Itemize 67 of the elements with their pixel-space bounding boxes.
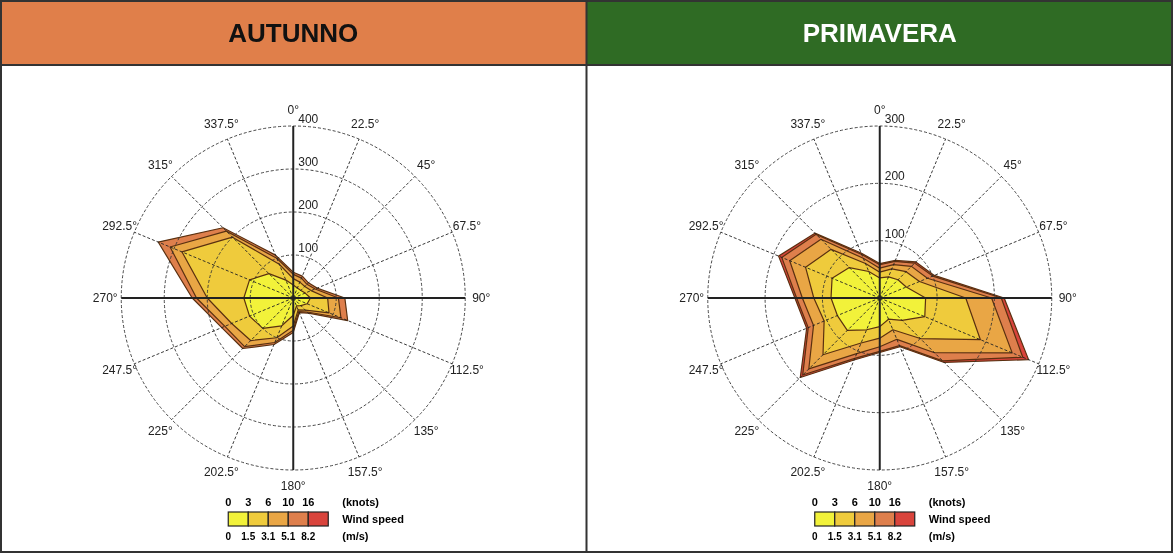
- spoke-label: 315°: [147, 158, 173, 173]
- text: Wind speed: [342, 513, 404, 525]
- spoke-label: 337.5°: [203, 117, 239, 132]
- spoke-label: 135°: [413, 423, 439, 438]
- text: (knots): [928, 496, 966, 508]
- text: 3: [245, 496, 252, 508]
- y-tick-label: 300: [298, 155, 319, 169]
- text: 6: [851, 496, 858, 508]
- spoke-label: 180°: [867, 479, 893, 493]
- spoke-label: 135°: [1000, 423, 1026, 438]
- spoke-label: 247.5°: [102, 362, 138, 377]
- spoke-label: 225°: [734, 423, 760, 438]
- spoke-label: 0°: [287, 103, 300, 117]
- text: Wind speed: [928, 513, 991, 525]
- chart-title: PRIMAVERA: [802, 18, 958, 48]
- text: 0: [811, 496, 818, 508]
- text: 1.5: [241, 531, 256, 542]
- spoke-label: 180°: [280, 479, 306, 493]
- text: 3: [831, 496, 838, 508]
- spoke-label: 157.5°: [934, 464, 970, 479]
- spoke-label: 292.5°: [688, 219, 724, 234]
- text: 10: [282, 496, 295, 508]
- y-tick-label: 300: [884, 112, 906, 126]
- text: 3.1: [847, 531, 863, 542]
- spoke-label: 337.5°: [790, 117, 826, 132]
- text: (m/s): [342, 530, 369, 542]
- y-tick-label: 200: [298, 198, 319, 212]
- spoke-label: 270°: [92, 291, 118, 305]
- text: 5.1: [281, 531, 296, 542]
- text: 0: [225, 531, 232, 542]
- spoke-label: 45°: [417, 158, 436, 173]
- spoke-label: 112.5°: [1036, 362, 1071, 377]
- spoke-label: 270°: [679, 291, 705, 305]
- spoke-label: 67.5°: [452, 219, 482, 234]
- text: 0: [225, 496, 232, 508]
- spoke-label: 292.5°: [102, 219, 138, 234]
- spoke-label: 22.5°: [937, 117, 966, 132]
- text: 6: [265, 496, 272, 508]
- text: 3.1: [261, 531, 276, 542]
- spoke-label: 225°: [147, 423, 173, 438]
- spoke-label: 315°: [734, 158, 760, 173]
- text: 10: [868, 496, 881, 508]
- spoke-label: 0°: [874, 103, 886, 117]
- text: 1.5: [827, 531, 843, 542]
- text: 16: [888, 496, 901, 508]
- text: 16: [302, 496, 315, 508]
- y-tick-label: 400: [298, 112, 319, 126]
- spoke-label: 112.5°: [449, 362, 485, 377]
- spoke-label: 157.5°: [347, 464, 383, 479]
- text: 0: [811, 531, 818, 542]
- y-tick-label: 200: [884, 169, 906, 184]
- text: (m/s): [928, 530, 956, 542]
- spoke-label: 22.5°: [351, 117, 380, 132]
- spoke-label: 67.5°: [1039, 219, 1068, 234]
- spoke-label: 247.5°: [688, 362, 724, 377]
- chart-title: AUTUNNO: [228, 18, 359, 48]
- spoke-label: 202.5°: [790, 464, 826, 479]
- text: 8.2: [301, 531, 316, 542]
- text: 5.1: [867, 531, 883, 542]
- spoke-label: 202.5°: [203, 464, 239, 479]
- text: 8.2: [887, 531, 903, 542]
- spoke-label: 45°: [1003, 158, 1022, 173]
- spoke-label: 90°: [472, 291, 491, 305]
- spoke-label: 90°: [1058, 291, 1078, 305]
- text: (knots): [342, 496, 380, 508]
- y-tick-label: 100: [298, 241, 319, 255]
- y-tick-label: 100: [884, 226, 906, 241]
